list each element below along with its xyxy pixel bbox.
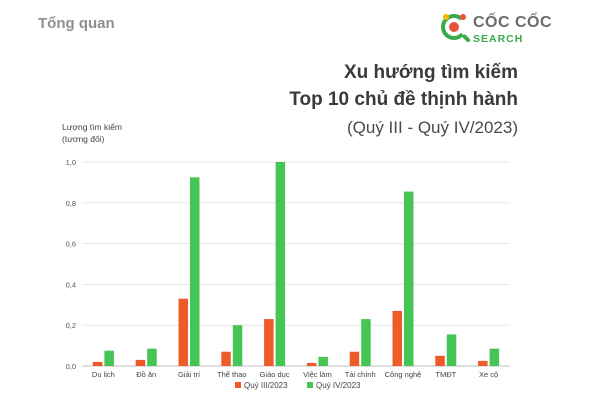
- x-tick-label: TMĐT: [435, 370, 456, 379]
- bar-q3: [221, 351, 231, 366]
- bar-q3: [349, 351, 360, 366]
- bar-q3: [178, 298, 188, 366]
- bar-q4: [275, 162, 286, 366]
- bar-q4: [147, 348, 157, 366]
- y-tick-label: 0,8: [66, 199, 76, 208]
- bar-q4: [446, 334, 457, 366]
- bar-q3: [306, 362, 317, 366]
- legend-label: Quý III/2023: [244, 381, 288, 390]
- chart-title-line1: Xu hướng tìm kiếm: [343, 62, 518, 83]
- x-tick-label: Xe cộ: [479, 370, 498, 379]
- bar-q3: [135, 359, 146, 366]
- chart-title-line3: (Quý III - Quý IV/2023): [346, 118, 518, 137]
- bar-q4: [489, 348, 500, 366]
- x-tick-label: Giáo dục: [260, 370, 290, 379]
- bar-q4: [104, 350, 114, 366]
- legend-swatch: [307, 382, 313, 388]
- x-tick-label: Thể thao: [217, 370, 247, 379]
- x-tick-label: Du lịch: [92, 370, 115, 379]
- x-tick-label: Giải trí: [178, 370, 201, 379]
- legend-swatch: [235, 382, 241, 388]
- y-axis-label-line1: Lượng tìm kiếm: [62, 122, 122, 132]
- legend-label: Quý IV/2023: [316, 381, 361, 390]
- x-tick-label: Đồ ăn: [136, 370, 156, 379]
- bar-q3: [264, 319, 274, 366]
- x-tick-label: Việc làm: [303, 370, 332, 379]
- brand-name: CỐC CỐC: [473, 14, 553, 31]
- y-axis-label-line2: (tương đối): [62, 134, 105, 144]
- y-tick-label: 0,4: [66, 280, 76, 289]
- y-tick-label: 0,6: [66, 240, 76, 249]
- section-title: Tổng quan: [38, 15, 115, 32]
- bar-q4: [232, 325, 243, 366]
- y-tick-label: 0,2: [66, 321, 76, 330]
- x-tick-label: Công nghệ: [385, 370, 422, 379]
- bar-q3: [392, 310, 402, 366]
- y-tick-label: 1,0: [66, 158, 76, 167]
- x-tick-label: Tài chính: [345, 370, 376, 379]
- coccoc-logo-icon: [441, 14, 471, 43]
- bar-q4: [404, 191, 414, 366]
- coccoc-logo: CỐC CỐC SEARCH: [438, 8, 598, 46]
- brand-subtitle: SEARCH: [473, 33, 524, 45]
- bar-q4: [190, 177, 200, 366]
- chart-title-line2: Top 10 chủ đề thịnh hành: [289, 89, 518, 110]
- y-tick-label: 0,0: [66, 362, 76, 371]
- bar-q3: [478, 360, 488, 366]
- bar-q3: [435, 355, 445, 366]
- bar-q4: [318, 356, 328, 366]
- y-axis-label: Lượng tìm kiếm (tương đối): [62, 121, 122, 145]
- bar-q3: [92, 361, 103, 366]
- bar-q4: [361, 319, 371, 366]
